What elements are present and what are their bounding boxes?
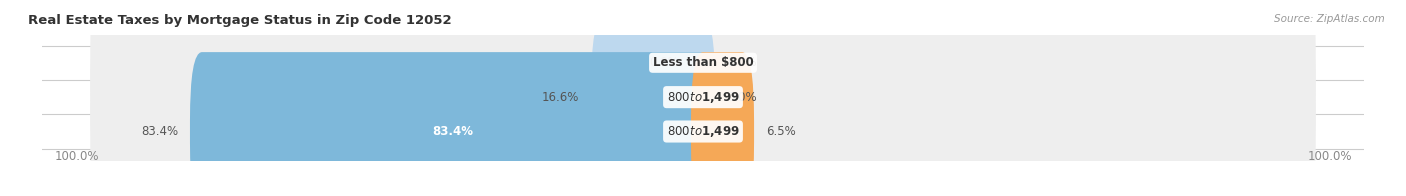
Text: 0.0%: 0.0%	[727, 91, 756, 104]
Text: $800 to $1,499: $800 to $1,499	[666, 124, 740, 139]
FancyBboxPatch shape	[190, 52, 716, 196]
Text: 0.0%: 0.0%	[727, 56, 756, 69]
Text: Less than $800: Less than $800	[652, 56, 754, 69]
Text: 16.6%: 16.6%	[541, 91, 579, 104]
Text: 100.0%: 100.0%	[1308, 150, 1351, 163]
Text: Source: ZipAtlas.com: Source: ZipAtlas.com	[1274, 14, 1385, 24]
Text: 100.0%: 100.0%	[55, 150, 98, 163]
Text: 83.4%: 83.4%	[141, 125, 179, 138]
Text: 6.5%: 6.5%	[766, 125, 796, 138]
Text: 0.0%: 0.0%	[650, 56, 679, 69]
FancyBboxPatch shape	[90, 18, 1316, 177]
Text: Real Estate Taxes by Mortgage Status in Zip Code 12052: Real Estate Taxes by Mortgage Status in …	[28, 14, 451, 27]
Text: $800 to $1,499: $800 to $1,499	[666, 90, 740, 105]
FancyBboxPatch shape	[690, 52, 754, 196]
FancyBboxPatch shape	[90, 52, 1316, 196]
Text: 83.4%: 83.4%	[432, 125, 472, 138]
FancyBboxPatch shape	[90, 0, 1316, 142]
FancyBboxPatch shape	[592, 18, 716, 177]
